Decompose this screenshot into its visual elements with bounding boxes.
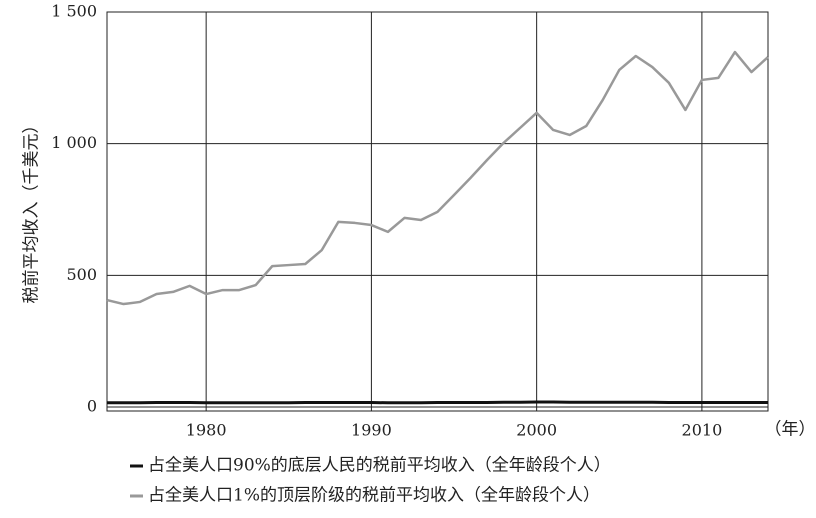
series-line — [107, 400, 768, 405]
x-tick-label: 2000 — [516, 421, 557, 440]
y-tick-label: 500 — [66, 265, 97, 284]
y-tick-label: 1 500 — [51, 2, 97, 21]
legend-label: 占全美人口1%的顶层阶级的税前平均收入（全年龄段个人） — [148, 486, 600, 506]
x-tick-label: 1990 — [351, 421, 392, 440]
legend-label: 占全美人口90%的底层人民的税前平均收入（全年龄段个人） — [148, 456, 611, 476]
series-line — [106, 50, 769, 306]
x-tick-label: 1980 — [186, 421, 227, 440]
x-axis-unit: （年） — [765, 420, 816, 440]
y-tick-label: 0 — [87, 397, 97, 416]
x-tick-label: 2010 — [682, 421, 723, 440]
y-axis-label: 税前平均收入（千美元） — [22, 117, 42, 304]
y-tick-label: 1 000 — [51, 133, 97, 152]
